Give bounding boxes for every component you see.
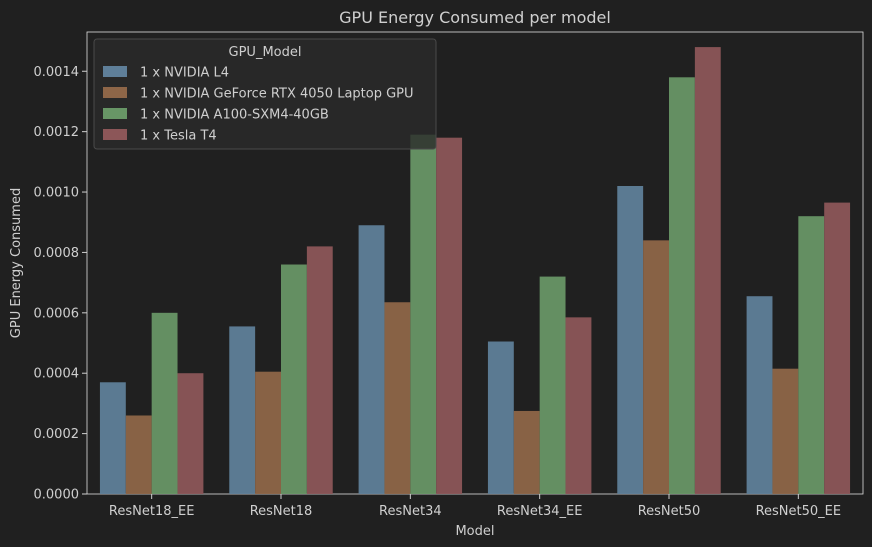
bar bbox=[281, 264, 307, 494]
bar bbox=[384, 302, 411, 494]
legend-label: 1 x NVIDIA GeForce RTX 4050 Laptop GPU bbox=[140, 87, 414, 102]
bars-group bbox=[99, 47, 851, 495]
y-tick-label: 0.0014 bbox=[34, 65, 80, 80]
legend: GPU_Model 1 x NVIDIA L4 1 x NVIDIA GeForc… bbox=[93, 38, 437, 150]
y-tick-label: 0.0010 bbox=[34, 186, 80, 201]
bar bbox=[229, 326, 256, 494]
bar bbox=[617, 186, 644, 494]
bar bbox=[99, 382, 126, 494]
legend-label: 1 x NVIDIA L4 bbox=[140, 66, 229, 81]
bar bbox=[436, 137, 463, 494]
legend-label: 1 x NVIDIA A100-SXM4-40GB bbox=[140, 108, 329, 123]
legend-swatch bbox=[103, 66, 127, 77]
bar bbox=[410, 134, 437, 494]
legend-swatch bbox=[103, 129, 127, 140]
bar bbox=[125, 415, 152, 494]
y-tick-label: 0.0008 bbox=[34, 246, 80, 261]
bar bbox=[565, 317, 592, 494]
legend-swatch bbox=[103, 108, 127, 119]
y-tick-label: 0.0012 bbox=[34, 125, 80, 140]
legend-swatch bbox=[103, 87, 127, 98]
legend-box bbox=[93, 38, 437, 150]
bar bbox=[151, 312, 178, 494]
bar bbox=[772, 368, 799, 494]
bar bbox=[798, 216, 825, 494]
x-axis-label: Model bbox=[455, 524, 494, 539]
x-tick-label: ResNet18_EE bbox=[109, 504, 195, 519]
x-tick-label: ResNet34_EE bbox=[497, 504, 583, 519]
bar bbox=[177, 373, 204, 494]
bar bbox=[539, 276, 566, 494]
bar bbox=[358, 225, 385, 495]
x-tick-label: ResNet18 bbox=[250, 504, 313, 519]
legend-label: 1 x Tesla T4 bbox=[140, 129, 217, 144]
y-axis-label: GPU Energy Consumed bbox=[9, 188, 24, 338]
y-tick-label: 0.0000 bbox=[34, 488, 80, 503]
bar bbox=[513, 410, 540, 494]
bar bbox=[694, 47, 721, 495]
legend-title: GPU_Model bbox=[229, 45, 302, 60]
bar bbox=[746, 296, 773, 494]
x-tick-label: ResNet50 bbox=[638, 504, 701, 519]
bar bbox=[255, 371, 281, 494]
bar bbox=[669, 77, 695, 494]
bar bbox=[824, 202, 851, 494]
bar bbox=[306, 246, 333, 494]
x-tick-label: ResNet34 bbox=[379, 504, 442, 519]
bar bbox=[487, 341, 514, 494]
x-tick-label: ResNet50_EE bbox=[756, 504, 842, 519]
y-tick-label: 0.0004 bbox=[34, 367, 80, 382]
bar bbox=[643, 240, 669, 494]
x-axis: ResNet18_EE ResNet18 ResNet34 ResNet34_EE Re… bbox=[109, 494, 841, 519]
y-tick-label: 0.0002 bbox=[34, 427, 80, 442]
chart-title: GPU Energy Consumed per model bbox=[339, 8, 611, 27]
y-axis: 0.0000 0.0002 0.0004 0.0006 0.0008 0.0010 0.00… bbox=[34, 65, 87, 503]
y-tick-label: 0.0006 bbox=[34, 306, 80, 321]
